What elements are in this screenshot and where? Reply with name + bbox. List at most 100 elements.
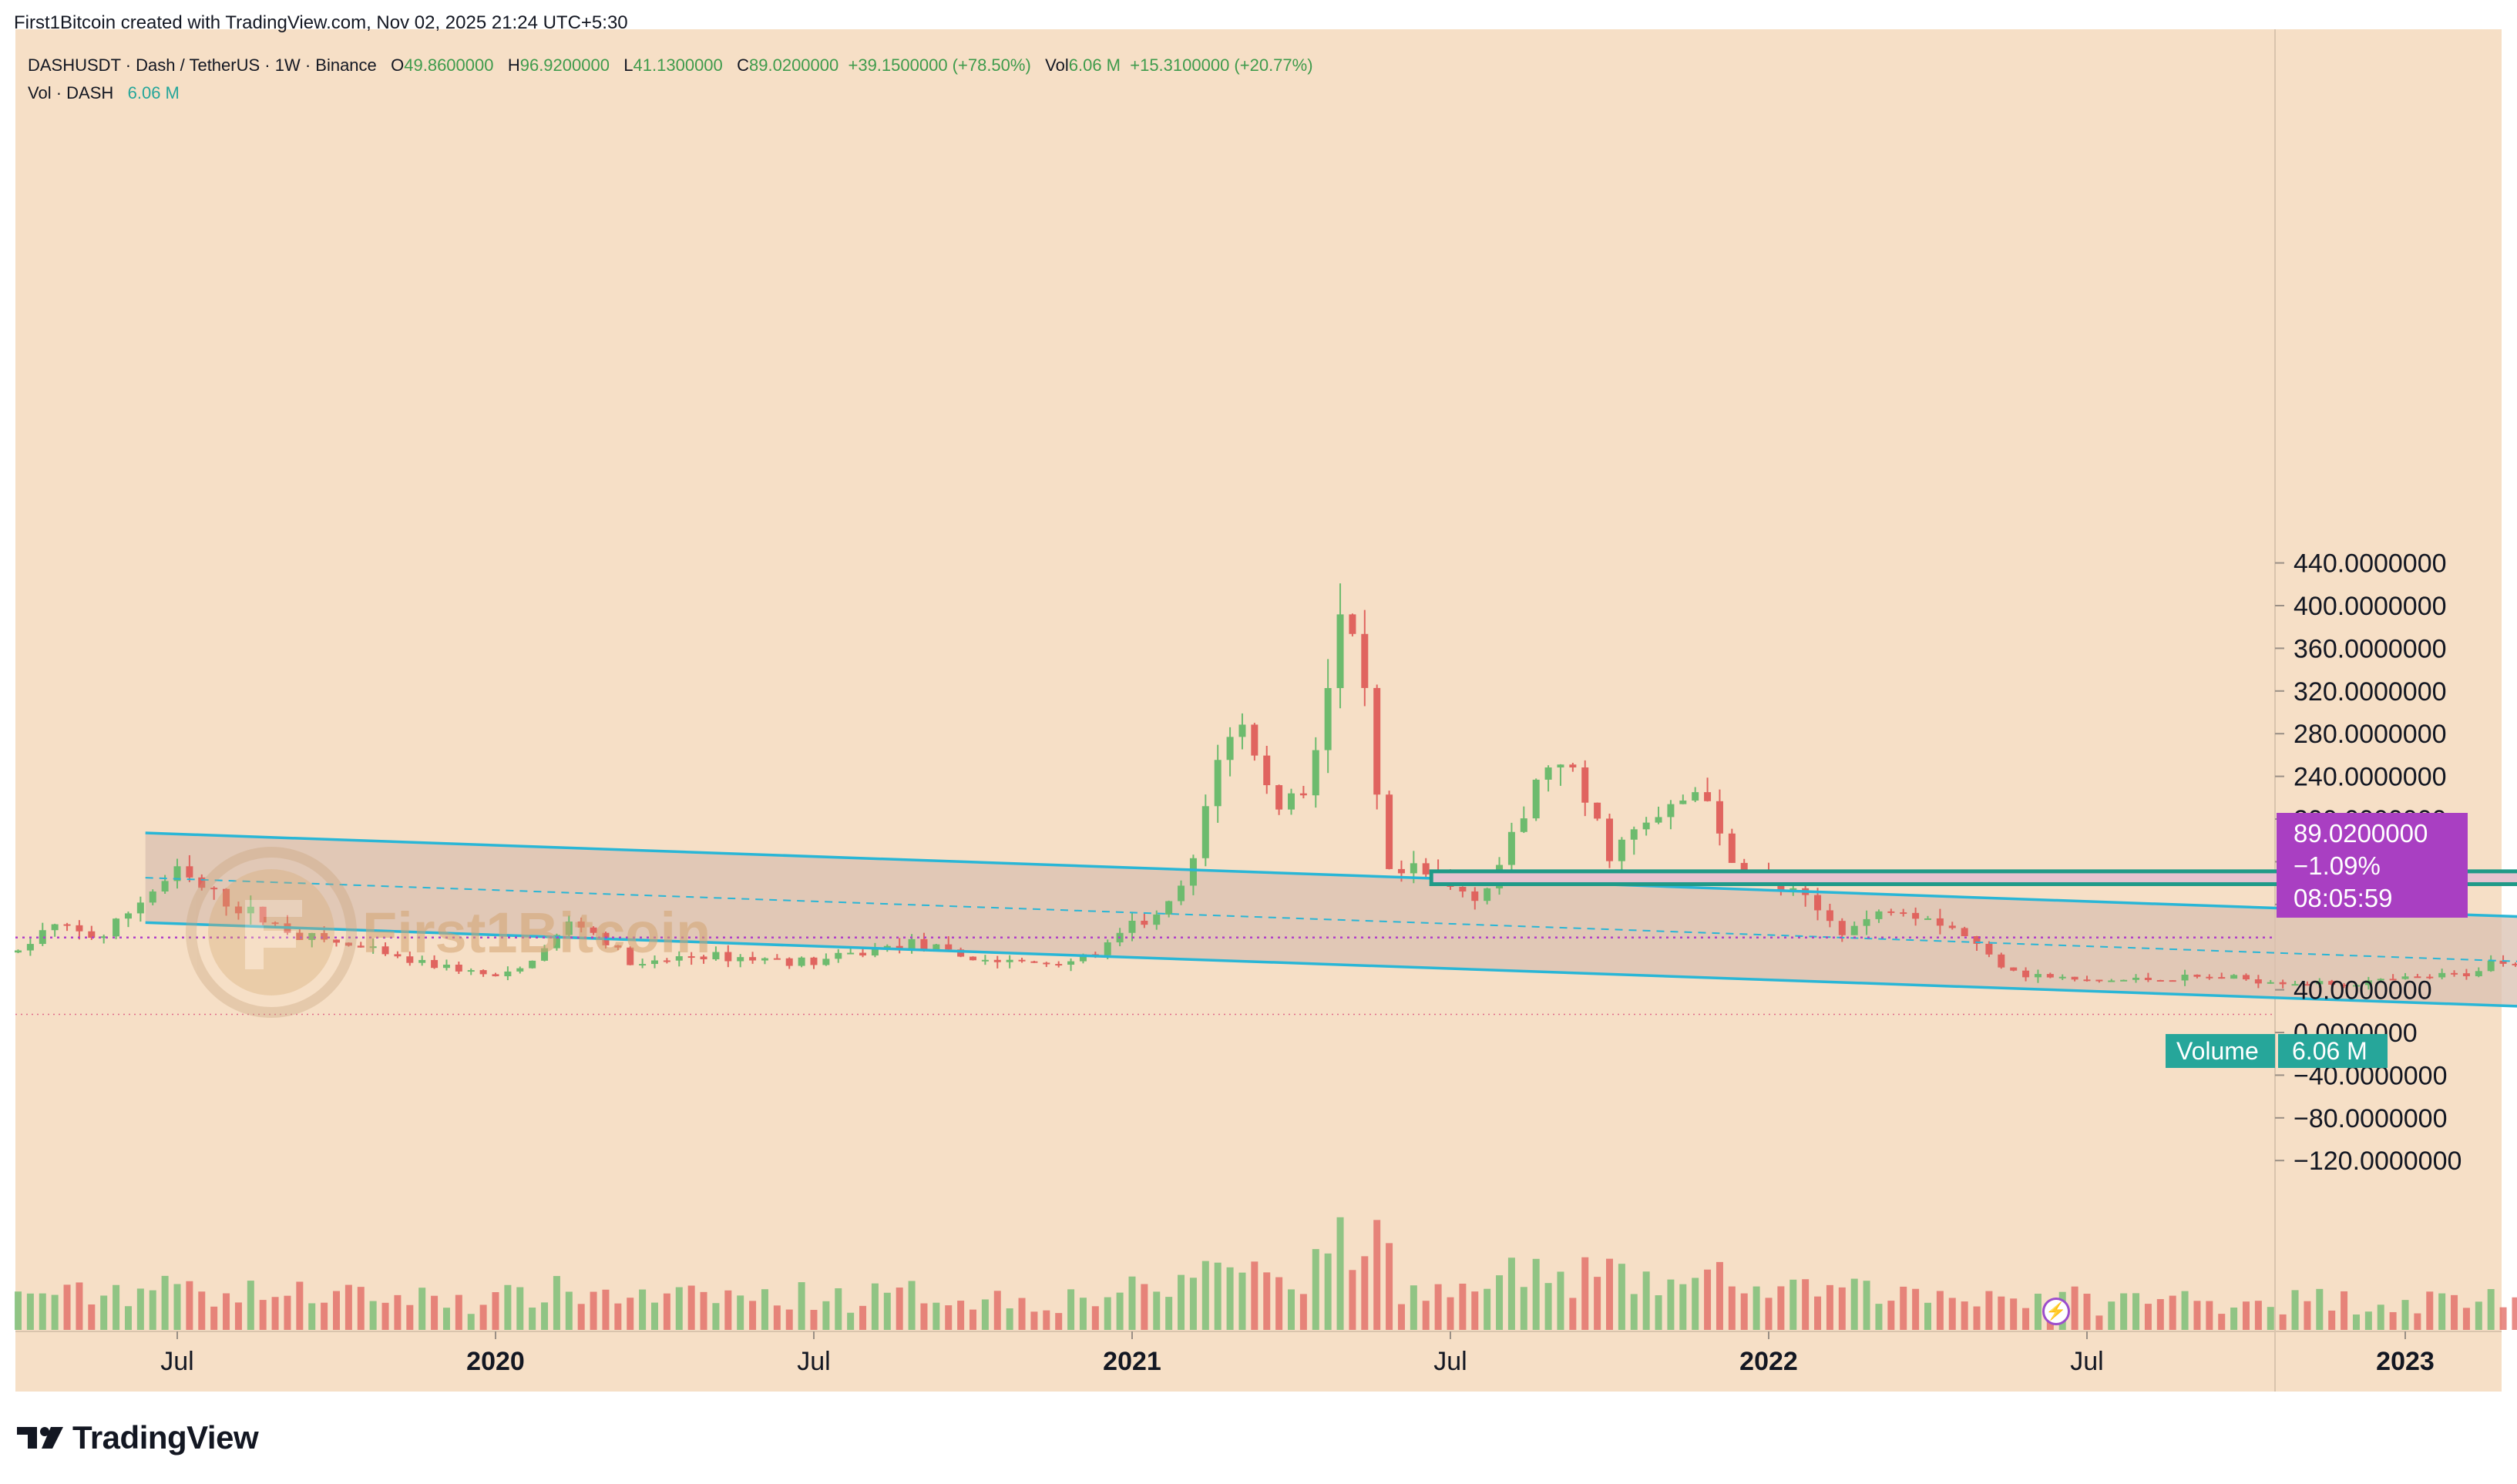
legend-volume-label[interactable]: Vol · DASH (28, 83, 114, 102)
volume-bar (969, 1309, 976, 1330)
candle-body (933, 944, 940, 951)
candle-body (2291, 984, 2299, 986)
volume-bar (1238, 1272, 1246, 1330)
candle-body (1618, 839, 1625, 861)
volume-bar (1128, 1276, 1136, 1330)
event-lightning-icon[interactable]: ⚡ (2042, 1298, 2070, 1325)
volume-bar (259, 1300, 267, 1330)
candle-body (2022, 970, 2030, 978)
volume-bar (1985, 1291, 1993, 1330)
current-price-countdown: 08:05:59 (2294, 884, 2393, 912)
x-tick-label: Jul (1433, 1347, 1467, 1376)
candle-body (1141, 921, 1148, 925)
volume-bar (2462, 1308, 2470, 1330)
volume-bar (1178, 1274, 1185, 1330)
candle-body (1838, 921, 1846, 935)
volume-bar (1006, 1308, 1013, 1330)
candle-body (1006, 959, 1013, 962)
candle-body (2462, 973, 2470, 977)
candle-body (369, 946, 377, 948)
candle-body (1397, 868, 1405, 874)
candle-body (1985, 943, 1993, 955)
volume-bar (1434, 1284, 1442, 1330)
volume-bar (418, 1288, 426, 1330)
volume-bar (223, 1293, 230, 1330)
candle-body (2304, 984, 2311, 986)
x-tick-label: 2021 (1103, 1347, 1161, 1376)
candle-body (492, 974, 499, 977)
y-tick-label: 240.0000000 (2294, 763, 2447, 792)
volume-bar (2193, 1301, 2201, 1330)
volume-bar (871, 1283, 879, 1330)
y-tick-label: 400.0000000 (2294, 592, 2447, 621)
volume-bar (614, 1303, 622, 1330)
volume-bar (590, 1291, 597, 1330)
volume-bar (1471, 1291, 1479, 1330)
volume-bar (186, 1281, 193, 1330)
volume-bar (1961, 1301, 1968, 1330)
volume-bar (2352, 1314, 2360, 1330)
candle-body (2414, 976, 2421, 979)
candle-body (1324, 688, 1332, 750)
volume-bar (247, 1281, 254, 1330)
candle-body (2144, 977, 2152, 980)
current-price-tag: 89.0200000 −1.09% 08:05:59 (2277, 813, 2468, 918)
candle-body (835, 952, 842, 959)
volume-bar (981, 1299, 989, 1330)
volume-bar (1373, 1220, 1381, 1330)
legend-symbol[interactable]: DASHUSDT · Dash / TetherUS · 1W · Binanc… (28, 55, 377, 75)
candle-body (859, 952, 867, 956)
volume-bar (1043, 1310, 1050, 1330)
x-tick-label: 2023 (2376, 1347, 2435, 1376)
volume-bar (284, 1295, 291, 1330)
candle-body (1507, 831, 1515, 865)
candle-body (1900, 912, 1907, 915)
volume-bar (2364, 1311, 2372, 1330)
volume-bar (1875, 1304, 1883, 1330)
candle-body (1018, 959, 1026, 962)
candle-body (1814, 895, 1822, 911)
volume-bar (2451, 1294, 2458, 1330)
candle-body (675, 956, 683, 961)
volume-bar (1299, 1294, 1307, 1330)
candle-body (1973, 936, 1981, 944)
volume-bar (2181, 1291, 2189, 1330)
volume-bar (63, 1284, 71, 1330)
volume-bar (1275, 1277, 1283, 1330)
volume-bar (602, 1289, 610, 1330)
candle-body (1299, 793, 1307, 796)
volume-bar (2304, 1301, 2311, 1330)
volume-bar (1900, 1286, 1907, 1330)
legend-vol-label: Vol (1045, 55, 1069, 75)
tradingview-logo[interactable]: TradingView (17, 1419, 259, 1456)
candle-body (700, 956, 707, 960)
volume-bar (1752, 1286, 1760, 1330)
candle-body (357, 945, 365, 948)
volume-bar (1312, 1249, 1319, 1330)
candle-body (247, 906, 254, 914)
volume-bar (1630, 1294, 1638, 1330)
volume-bar (2169, 1295, 2176, 1330)
candle-body (2475, 971, 2482, 977)
volume-bar (492, 1292, 499, 1330)
volume-bar (1655, 1295, 1662, 1330)
candle-body (1165, 901, 1173, 915)
candle-body (2120, 979, 2128, 982)
candle-body (1655, 817, 1662, 823)
legend-change: +39.1500000 (+78.50%) (848, 55, 1031, 75)
volume-bar (2401, 1300, 2409, 1330)
candle-body (15, 950, 22, 953)
volume-bar (39, 1293, 46, 1330)
tradingview-logo-icon (17, 1427, 63, 1449)
y-tick-label: −120.0000000 (2294, 1147, 2462, 1176)
volume-bar (2389, 1311, 2397, 1330)
volume-bar (2499, 1307, 2507, 1330)
candle-body (1850, 925, 1858, 935)
candle-body (2377, 979, 2384, 981)
candle-body (1201, 806, 1209, 858)
candle-body (920, 938, 928, 951)
candle-body (2487, 960, 2495, 972)
candle-body (39, 930, 46, 945)
volume-bar (2426, 1291, 2434, 1330)
